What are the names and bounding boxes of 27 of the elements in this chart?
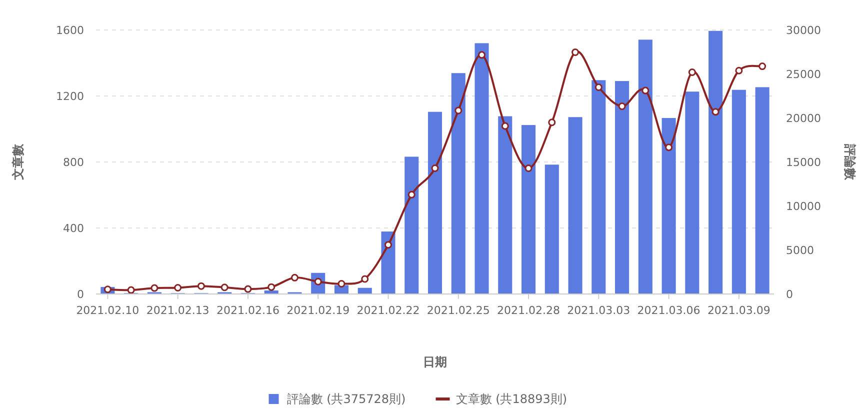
x-tick-label: 2021.03.06 — [637, 304, 700, 317]
y-tick-label: 0 — [77, 288, 84, 301]
y2-tick-label: 10000 — [786, 200, 821, 213]
x-tick-label: 2021.02.13 — [146, 304, 210, 317]
y2-axis-title: 評論數 — [843, 143, 857, 181]
x-tick-label: 2021.02.16 — [216, 304, 280, 317]
y-axis-title: 文章數 — [11, 143, 25, 181]
y-tick-label: 1600 — [56, 24, 84, 37]
y2-tick-label: 15000 — [786, 156, 821, 169]
y-tick-label: 800 — [63, 156, 84, 169]
y-tick-label: 400 — [63, 222, 84, 235]
y2-tick-label: 30000 — [786, 24, 821, 37]
x-tick-label: 2021.03.03 — [567, 304, 630, 317]
y2-tick-label: 20000 — [786, 112, 821, 125]
x-axis-title: 日期 — [423, 355, 447, 369]
x-tick-label: 2021.02.19 — [286, 304, 350, 317]
legend-label: 文章數 (共18893則) — [456, 392, 568, 406]
y2-tick-label: 5000 — [786, 244, 814, 257]
y2-tick-label: 0 — [786, 288, 793, 301]
x-tick-label: 2021.02.28 — [497, 304, 560, 317]
x-tick-label: 2021.02.25 — [426, 304, 490, 317]
x-tick-label: 2021.02.22 — [356, 304, 420, 317]
x-tick-label: 2021.02.10 — [76, 304, 140, 317]
y-tick-label: 1200 — [56, 90, 84, 103]
x-tick-label: 2021.03.09 — [707, 304, 770, 317]
legend-label: 評論數 (共375728則) — [286, 392, 406, 406]
y2-tick-label: 25000 — [786, 68, 821, 81]
